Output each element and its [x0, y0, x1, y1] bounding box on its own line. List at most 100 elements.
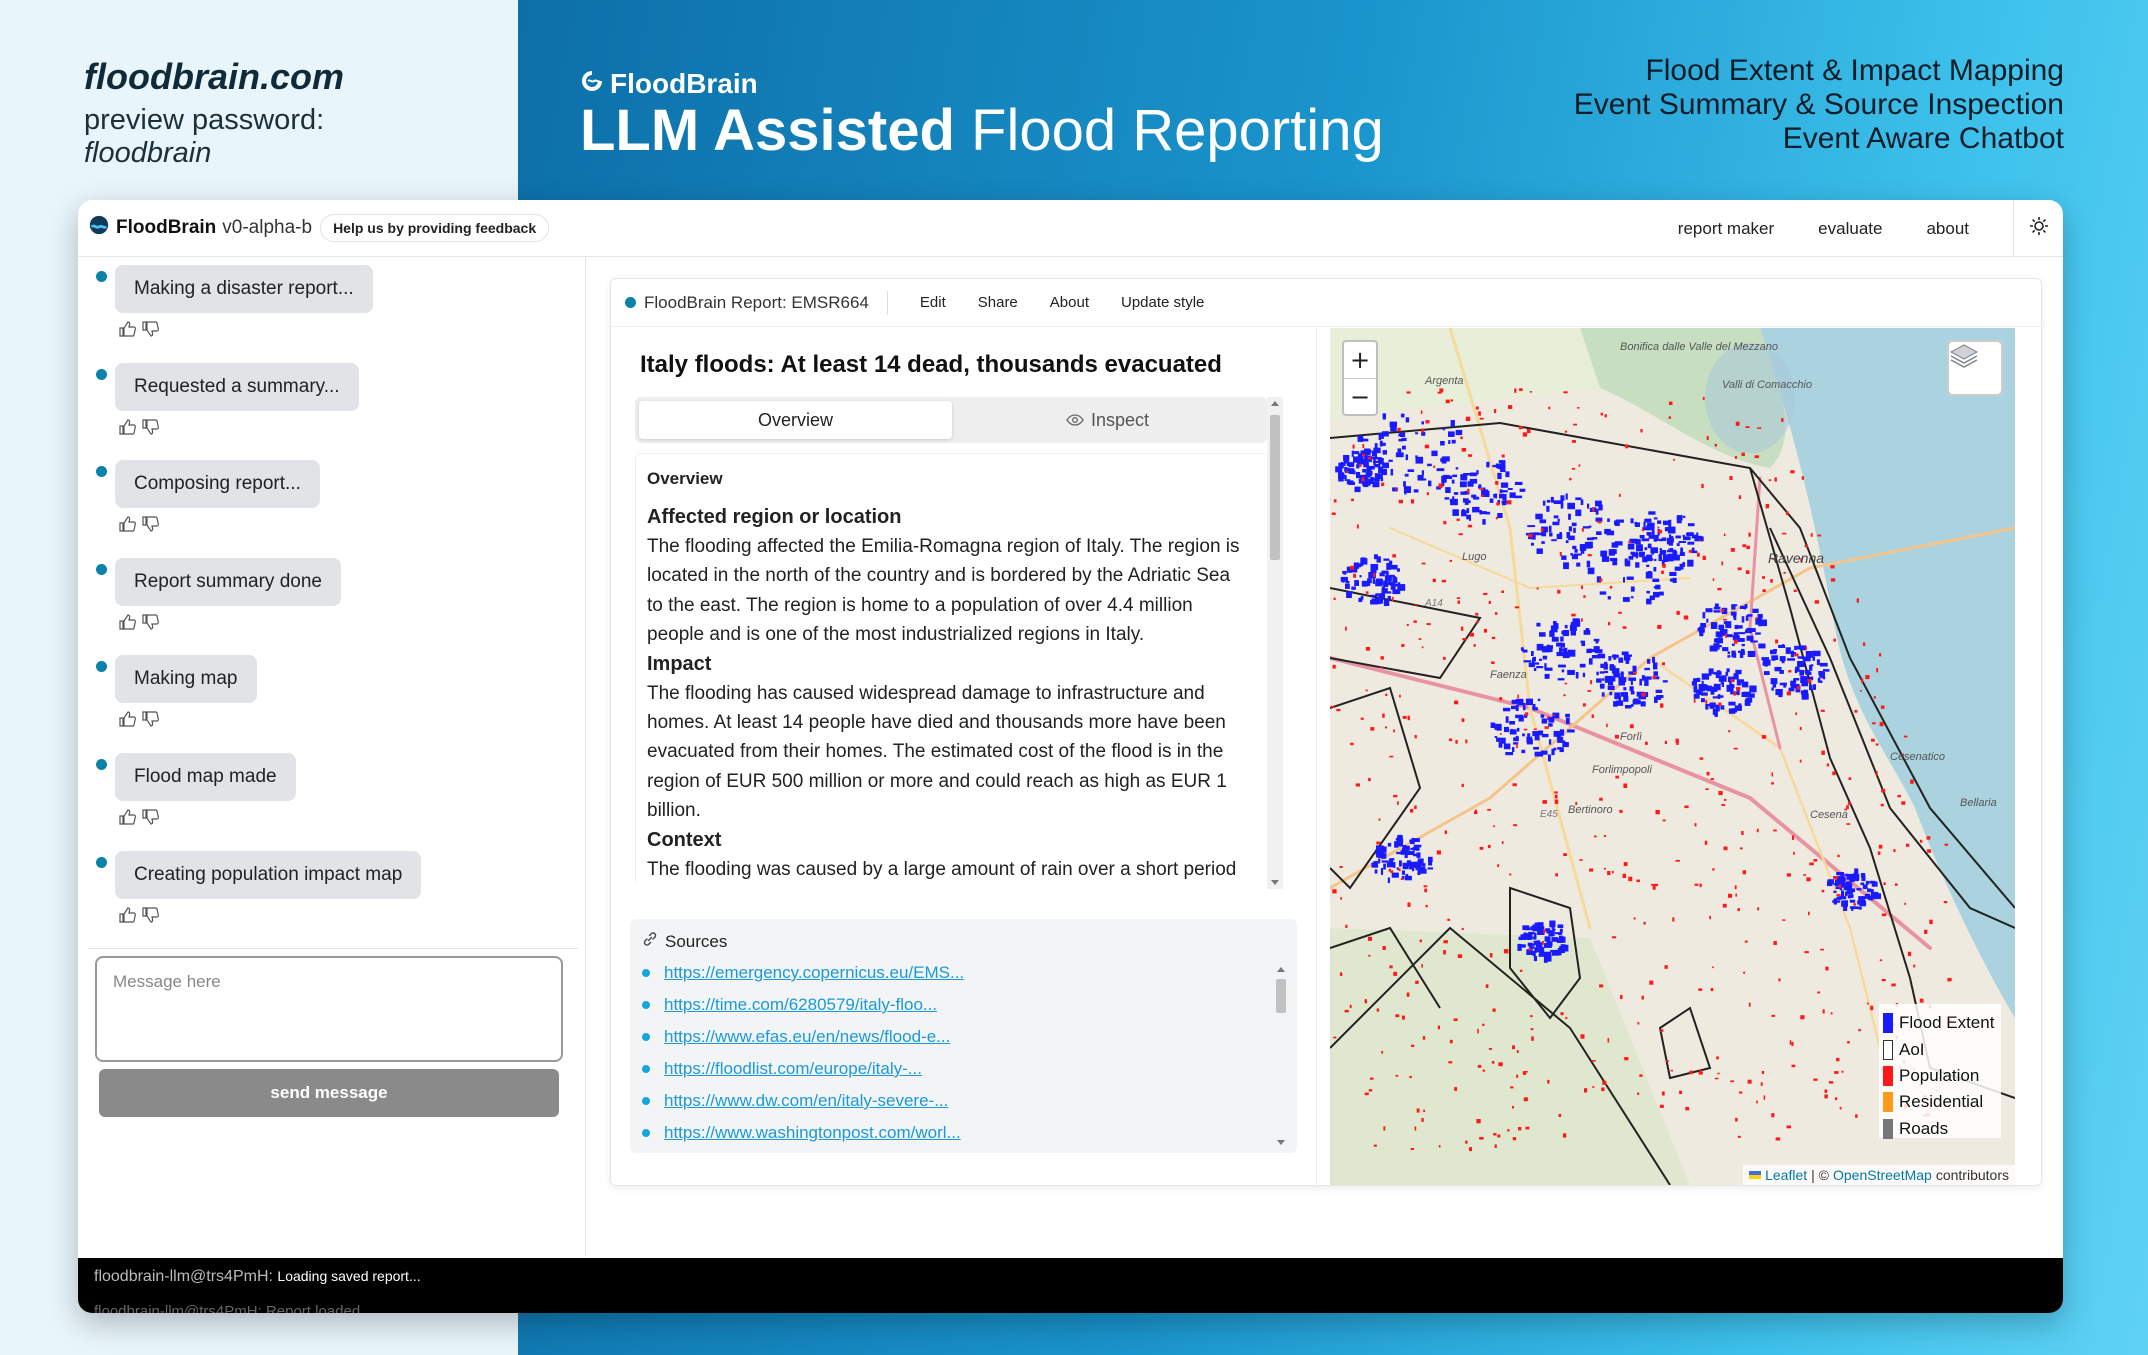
report-menu-about[interactable]: About — [1049, 294, 1089, 311]
population-patch — [1756, 1100, 1758, 1104]
flood-extent-layer — [1335, 413, 1881, 963]
thumbs-up-icon[interactable] — [119, 711, 137, 732]
population-patch — [1487, 844, 1491, 849]
population-patch — [1395, 1074, 1399, 1077]
population-patch — [1846, 805, 1849, 810]
flood-patch — [1452, 509, 1459, 516]
scroll-down-arrow-icon[interactable] — [1271, 880, 1279, 885]
flood-patch — [1623, 577, 1625, 583]
overview-scrollbar[interactable] — [1267, 397, 1283, 889]
tab-inspect[interactable]: Inspect — [951, 401, 1264, 439]
overview-content: Overview Affected region or location The… — [647, 454, 1247, 883]
flood-patch — [1613, 673, 1621, 678]
flood-patch — [1455, 467, 1459, 470]
thumbs-down-icon[interactable] — [142, 906, 160, 928]
nav-about[interactable]: about — [1926, 218, 1969, 238]
sources-scrollbar[interactable] — [1273, 963, 1289, 1149]
population-patch — [1494, 1144, 1497, 1148]
thumbs-up-icon[interactable] — [119, 321, 137, 342]
flood-patch — [1737, 625, 1743, 629]
message-input[interactable] — [95, 956, 563, 1062]
layers-button[interactable] — [1947, 340, 2003, 396]
source-link[interactable]: https://time.com/6280579/italy-floo... — [664, 995, 938, 1014]
flood-patch — [1725, 621, 1732, 629]
population-patch — [1730, 1080, 1735, 1083]
population-patch — [1724, 798, 1727, 801]
message-indicator — [96, 661, 107, 673]
tab-overview[interactable]: Overview — [639, 401, 952, 439]
scroll-thumb[interactable] — [1270, 415, 1280, 560]
leaflet-link[interactable]: Leaflet — [1765, 1167, 1808, 1183]
scroll-down-arrow-icon[interactable] — [1277, 1140, 1285, 1145]
flood-patch — [1682, 562, 1685, 567]
flood-patch — [1557, 747, 1563, 750]
source-link[interactable]: https://floodlist.com/europe/italy-... — [664, 1059, 922, 1078]
nav-report-maker[interactable]: report maker — [1677, 218, 1775, 238]
nav-evaluate[interactable]: evaluate — [1818, 218, 1883, 238]
flood-patch — [1739, 651, 1744, 658]
thumbs-up-icon[interactable] — [119, 906, 137, 928]
flood-patch — [1370, 569, 1377, 574]
flood-patch — [1559, 946, 1565, 952]
source-link[interactable]: https://emergency.copernicus.eu/EMS... — [664, 963, 965, 982]
flood-patch — [1355, 563, 1362, 568]
openstreetmap-link[interactable]: OpenStreetMap — [1833, 1167, 1932, 1183]
population-patch — [1432, 578, 1436, 583]
flood-patch — [1372, 450, 1377, 457]
report-menu-share[interactable]: Share — [977, 294, 1018, 311]
flood-patch — [1394, 841, 1399, 848]
flood-map[interactable]: Bonifica dalle Valle del Mezzano Argenta… — [1330, 328, 2015, 1185]
source-link[interactable]: https://www.washingtonpost.com/worl... — [664, 1123, 961, 1142]
source-link[interactable]: https://www.efas.eu/en/news/flood-e... — [664, 1027, 951, 1046]
scroll-thumb[interactable] — [1276, 979, 1286, 1013]
flood-patch — [1613, 701, 1618, 707]
flood-patch — [1845, 888, 1853, 891]
thumbs-down-icon[interactable] — [142, 418, 160, 440]
zoom-out-button[interactable]: − — [1344, 378, 1376, 414]
flood-patch — [1533, 956, 1537, 962]
thumbs-down-icon[interactable] — [142, 711, 160, 732]
thumbs-up-icon[interactable] — [119, 516, 137, 537]
population-patch — [1503, 949, 1509, 954]
flood-patch — [1647, 659, 1651, 664]
flood-patch — [1537, 926, 1545, 932]
theme-toggle-button[interactable] — [2013, 200, 2063, 257]
report-menu-edit[interactable]: Edit — [919, 294, 946, 311]
population-patch — [1449, 559, 1452, 562]
thumbs-down-icon[interactable] — [142, 321, 160, 342]
thumbs-down-icon[interactable] — [142, 516, 160, 537]
ukraine-flag-icon — [1749, 1171, 1762, 1179]
report-menu-update-style[interactable]: Update style — [1120, 294, 1205, 311]
thumbs-down-icon[interactable] — [142, 614, 160, 635]
flood-patch — [1459, 481, 1467, 488]
flood-patch — [1391, 872, 1399, 878]
population-patch — [1944, 843, 1949, 846]
population-patch — [1381, 482, 1385, 487]
flood-patch — [1413, 844, 1422, 848]
send-message-button[interactable]: send message — [99, 1069, 559, 1117]
flood-patch — [1657, 520, 1662, 524]
flood-patch — [1614, 692, 1621, 700]
scroll-up-arrow-icon[interactable] — [1271, 401, 1279, 406]
scroll-up-arrow-icon[interactable] — [1277, 967, 1285, 972]
thumbs-up-icon[interactable] — [119, 614, 137, 635]
flood-patch — [1546, 499, 1551, 503]
flood-patch — [1515, 714, 1523, 719]
flood-patch — [1421, 431, 1426, 436]
thumbs-up-icon[interactable] — [119, 418, 137, 440]
population-patch — [1808, 911, 1810, 916]
population-patch — [1376, 841, 1381, 845]
flood-patch — [1541, 526, 1548, 533]
feedback-button[interactable]: Help us by providing feedback — [320, 214, 550, 242]
zoom-in-button[interactable]: + — [1349, 346, 1371, 374]
app-brand[interactable]: FloodBrain v0-alpha-b — [88, 214, 312, 242]
thumbs-up-icon[interactable] — [119, 809, 137, 830]
flood-patch — [1669, 571, 1677, 576]
population-patch — [1425, 420, 1430, 424]
flood-patch — [1763, 671, 1770, 675]
source-link[interactable]: https://www.dw.com/en/italy-severe-... — [664, 1091, 949, 1110]
flood-patch — [1377, 598, 1383, 604]
thumbs-down-icon[interactable] — [142, 809, 160, 830]
population-patch — [1489, 953, 1493, 958]
flood-patch — [1344, 467, 1350, 470]
